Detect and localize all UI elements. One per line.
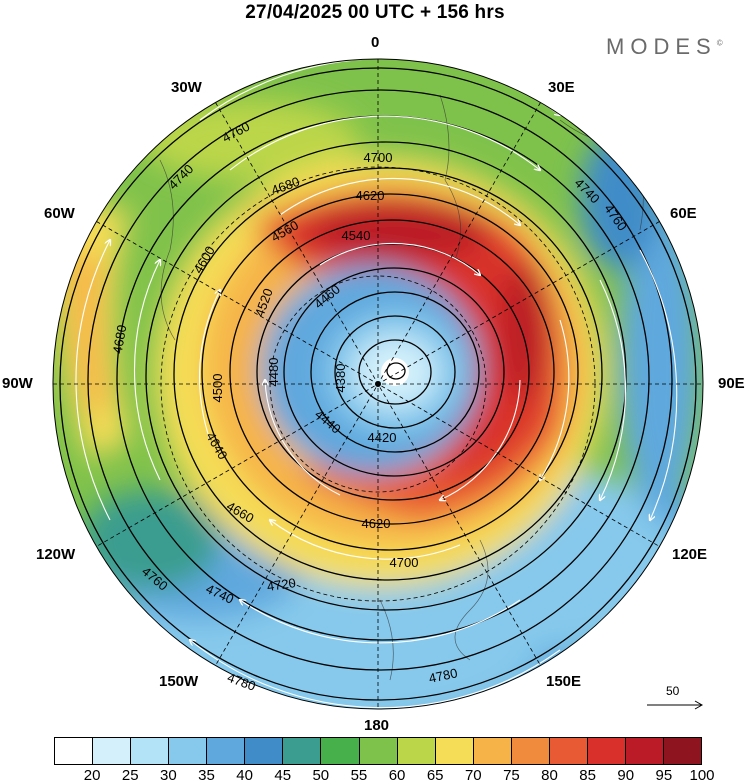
colorbar-cell [511,738,550,764]
colorbar-cell [435,738,474,764]
colorbar-tick-label: 35 [198,767,215,784]
colorbar-tick-label: 25 [121,767,139,784]
colorbar-cell [625,738,664,764]
colorbar-tick-label: 100 [689,767,715,784]
colorbar-tick-label: 60 [388,767,406,784]
colorbar-cell [93,738,132,764]
colorbar-tick-label: 70 [464,767,482,784]
contour-label: 4420 [368,430,397,445]
colorbar-cell [283,738,322,764]
longitude-label-60e: 60E [670,205,697,222]
colorbar-cell [207,738,246,764]
colorbar-tick-label: 55 [350,767,368,784]
colorbar-tick-label: 30 [160,767,177,784]
colorbar-cell [664,738,702,764]
contour-label: 4680 [110,324,130,355]
brand-name: MODES [606,34,717,59]
map-title: 27/04/2025 00 UTC + 156 hrs [245,2,505,23]
colorbar-cell [131,738,170,764]
contour-label: 4700 [390,555,419,570]
colorbar-tick-label: 80 [541,767,558,784]
contour-label: 4700 [364,150,393,165]
longitude-label-60w: 60W [44,205,75,222]
longitude-label-90e: 90E [718,375,745,392]
contour-label: 4620 [356,188,385,203]
colorbar-tick-label: 95 [655,767,673,784]
colorbar-tick-label: 20 [83,767,101,784]
contour-label: 4380 [333,364,348,393]
wind-streamlines [75,59,678,709]
longitude-label-30e: 30E [548,79,575,96]
colorbar-cell [473,738,512,764]
longitude-label-180: 180 [364,717,390,734]
contour-label: 4780 [427,665,458,686]
colorbar-cell [169,738,208,764]
brand-copyright-mark: © [716,38,723,48]
colorbar-cell [321,738,360,764]
colorbar-cell [55,738,94,764]
colorbar-tick-label: 85 [579,767,596,784]
longitude-label-30w: 30W [171,79,202,96]
colorbar-tick-label: 75 [503,767,520,784]
contour-label: 4620 [362,516,391,531]
map-boundary [52,58,704,710]
contour-label: 4540 [342,228,371,243]
longitude-label-150e: 150E [546,673,582,690]
colorbar-tick-label: 40 [236,767,253,784]
colorbar-cell [359,738,398,764]
longitude-label-120w: 120W [36,546,76,563]
contour-label: 4480 [266,358,281,387]
colorbar-tick-label: 90 [617,767,635,784]
colorbar-tick-label: 45 [274,767,292,784]
longitude-label-120e: 120E [672,546,708,563]
contour-label: 4500 [210,374,225,403]
colorbar-cell [397,738,436,764]
colorbar-tick-label: 65 [426,767,444,784]
brand-logo: MODES© [606,34,723,60]
colorbar-tick-label: 50 [312,767,330,784]
longitude-label-90w: 90W [2,375,33,392]
longitude-label-0: 0 [371,34,380,51]
colorbar [54,737,702,765]
colorbar-cell [587,738,626,764]
vector-scale-arrow [647,700,704,710]
longitude-label-150w: 150W [159,673,199,690]
colorbar-cell [549,738,588,764]
contour-label: 4720 [266,575,297,594]
pole-marker [375,381,381,387]
vector-scale-label: 50 [666,684,680,698]
colorbar-cell [245,738,284,764]
